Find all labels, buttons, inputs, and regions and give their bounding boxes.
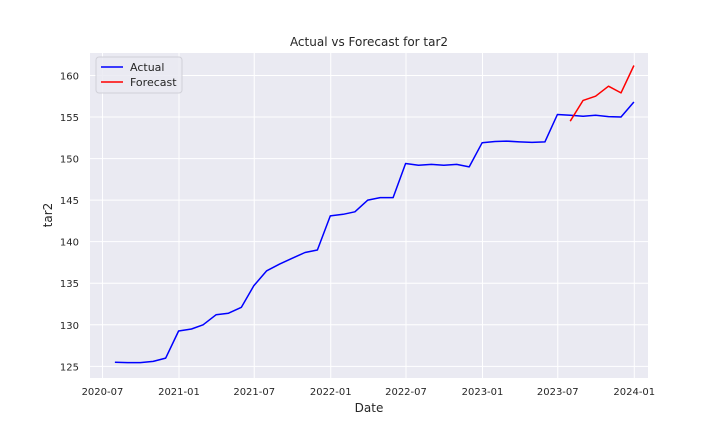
- series-line-actual: [114, 101, 635, 364]
- x-tick-label: 2023-01: [462, 387, 504, 398]
- legend-label-forecast: Forecast: [130, 76, 177, 89]
- x-tick-label: 2022-07: [385, 387, 427, 398]
- y-tick-label: 140: [60, 238, 79, 249]
- y-tick-label: 130: [60, 321, 79, 332]
- y-tick-label: 155: [60, 113, 79, 124]
- y-tick-label: 160: [60, 71, 79, 82]
- y-tick-label: 125: [60, 362, 79, 373]
- legend: Actual Forecast: [95, 56, 183, 94]
- series-lines: [114, 65, 635, 364]
- x-tick-label: 2021-07: [233, 387, 275, 398]
- x-tick-label: 2022-01: [310, 387, 352, 398]
- y-tick-label: 135: [60, 279, 79, 290]
- x-axis-label: Date: [355, 401, 384, 415]
- y-tick-label: 150: [60, 155, 79, 166]
- x-tick-label: 2024-01: [613, 387, 655, 398]
- legend-label-actual: Actual: [130, 61, 164, 74]
- y-tick-label: 145: [60, 196, 79, 207]
- x-axis-ticks: 2020-07 2021-01 2021-07 2022-01 2022-07 2023-…: [82, 387, 656, 398]
- x-tick-label: 2020-07: [82, 387, 124, 398]
- x-tick-label: 2021-01: [158, 387, 200, 398]
- series-line-forecast: [569, 65, 635, 122]
- x-tick-label: 2023-07: [537, 387, 579, 398]
- y-axis-label: tar2: [41, 203, 55, 228]
- plot-area: [90, 53, 648, 378]
- legend-box: [95, 56, 183, 94]
- chart-title: Actual vs Forecast for tar2: [290, 35, 448, 49]
- y-axis-ticks: 125 130 135 140 145 150 155 160: [60, 71, 79, 373]
